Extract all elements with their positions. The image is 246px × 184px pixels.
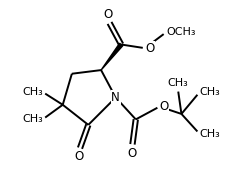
Text: CH₃: CH₃: [200, 129, 220, 139]
Text: OCH₃: OCH₃: [167, 27, 196, 37]
Text: CH₃: CH₃: [22, 114, 43, 124]
Text: CH₃: CH₃: [22, 87, 43, 97]
Text: CH₃: CH₃: [168, 78, 188, 88]
Text: O: O: [75, 151, 84, 163]
Text: O: O: [127, 147, 137, 160]
Text: O: O: [104, 8, 113, 21]
Text: CH₃: CH₃: [200, 87, 220, 97]
Text: O: O: [145, 42, 154, 55]
Text: N: N: [111, 91, 120, 104]
Polygon shape: [101, 43, 123, 70]
Text: O: O: [159, 100, 169, 113]
